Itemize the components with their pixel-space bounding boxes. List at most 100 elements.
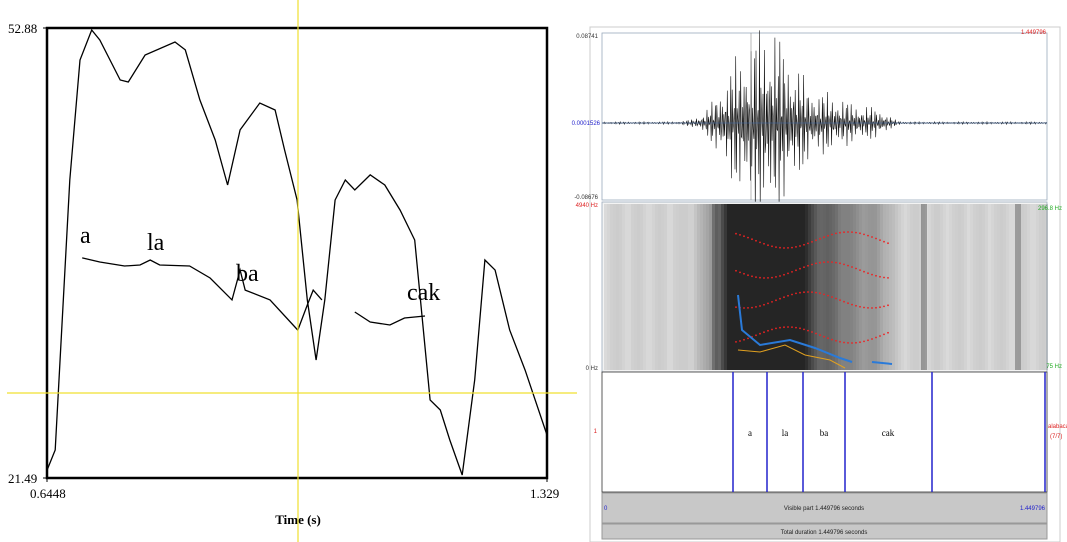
spectrogram-column (745, 204, 748, 370)
formant-dot (783, 274, 785, 276)
formant-dot (779, 327, 781, 329)
annotation: la (147, 230, 165, 256)
spectrogram-column (886, 204, 889, 370)
formant-dot (883, 334, 885, 336)
formant-dot (799, 268, 801, 270)
spectrogram-column (934, 204, 937, 370)
spec-max: 4940 Hz (576, 203, 598, 209)
spectrogram-column (952, 204, 955, 370)
spectrogram-column (649, 204, 652, 370)
formant-dot (875, 307, 877, 309)
formant-dot (839, 341, 841, 343)
x-tick-label: 0.6448 (30, 486, 66, 501)
formant-dot (843, 231, 845, 233)
spectrogram-column (754, 204, 757, 370)
formant-dot (739, 234, 741, 236)
formant-dot (819, 238, 821, 240)
formant-dot (807, 291, 809, 293)
spectrogram-column (982, 204, 985, 370)
formant-dot (843, 342, 845, 344)
formant-dot (811, 291, 813, 293)
spectrogram-column (997, 204, 1000, 370)
screen: 52.88 21.49 0.6448 1.329 Time (s) a la b… (0, 0, 1067, 542)
tier-name: alabacak (1048, 424, 1067, 430)
formant-dot (883, 277, 885, 279)
formant-dot (855, 268, 857, 270)
spectrogram-column (772, 204, 775, 370)
formant-dot (747, 274, 749, 276)
formant-dot (847, 302, 849, 304)
spectrogram-column (874, 204, 877, 370)
visible-end: 1.449796 (1020, 506, 1046, 512)
formant-dot (835, 262, 837, 264)
formant-dot (799, 292, 801, 294)
spectrogram-column (1042, 204, 1045, 370)
formant-dot (827, 235, 829, 237)
spectrogram-column (769, 204, 772, 370)
formant-dot (851, 231, 853, 233)
spectrogram-column (880, 204, 883, 370)
formant-dot (847, 265, 849, 267)
spectrogram-column (652, 204, 655, 370)
formant-dot (879, 239, 881, 241)
spectrogram-column (727, 204, 730, 370)
spectrogram-column (853, 204, 856, 370)
spectrogram-column (898, 204, 901, 370)
wave-min: -0.08676 (574, 195, 598, 201)
spectrogram-column (901, 204, 904, 370)
spectrogram-column (1030, 204, 1033, 370)
formant-dot (775, 328, 777, 330)
formant-dot (787, 273, 789, 275)
spectrogram-column (661, 204, 664, 370)
formant-dot (843, 301, 845, 303)
spectrogram-column (709, 204, 712, 370)
spectrogram-column (991, 204, 994, 370)
spectrogram-column (955, 204, 958, 370)
formant-dot (883, 306, 885, 308)
formant-dot (743, 339, 745, 341)
formant-dot (847, 342, 849, 344)
spectrogram-column (820, 204, 823, 370)
plot-frame (47, 28, 547, 478)
annotation: cak (407, 280, 440, 306)
spectrogram-column (718, 204, 721, 370)
spectrogram-column (823, 204, 826, 370)
formant-dot (867, 235, 869, 237)
spectrogram-column (856, 204, 859, 370)
formant-dot (791, 247, 793, 249)
interval-label: cak (882, 428, 895, 438)
formant-dot (779, 275, 781, 277)
formant-dot (855, 232, 857, 234)
formant-dot (811, 331, 813, 333)
formant-dot (747, 338, 749, 340)
formant-dot (783, 247, 785, 249)
formant-dot (875, 275, 877, 277)
formant-dot (839, 232, 841, 234)
formant-dot (831, 234, 833, 236)
formant-dot (827, 261, 829, 263)
spectrogram-column (1012, 204, 1015, 370)
formant-dot (859, 306, 861, 308)
spectrogram-column (835, 204, 838, 370)
spectrogram-column (829, 204, 832, 370)
formant-dot (839, 299, 841, 301)
spectrogram-column (889, 204, 892, 370)
formant-dot (755, 240, 757, 242)
spectrogram-column (841, 204, 844, 370)
spectrogram-column (1033, 204, 1036, 370)
spectrogram-column (814, 204, 817, 370)
formant-dot (751, 238, 753, 240)
spectrogram-column (862, 204, 865, 370)
formant-dot (771, 329, 773, 331)
formant-dot (851, 266, 853, 268)
y-tick-label: 21.49 (8, 471, 37, 486)
spectrogram-column (1000, 204, 1003, 370)
formant-dot (751, 307, 753, 309)
spectrogram-column (625, 204, 628, 370)
formant-dot (855, 342, 857, 344)
spectrogram-column (865, 204, 868, 370)
spectrogram-column (691, 204, 694, 370)
formant-dot (867, 272, 869, 274)
formant-dot (859, 341, 861, 343)
formant-dot (867, 339, 869, 341)
